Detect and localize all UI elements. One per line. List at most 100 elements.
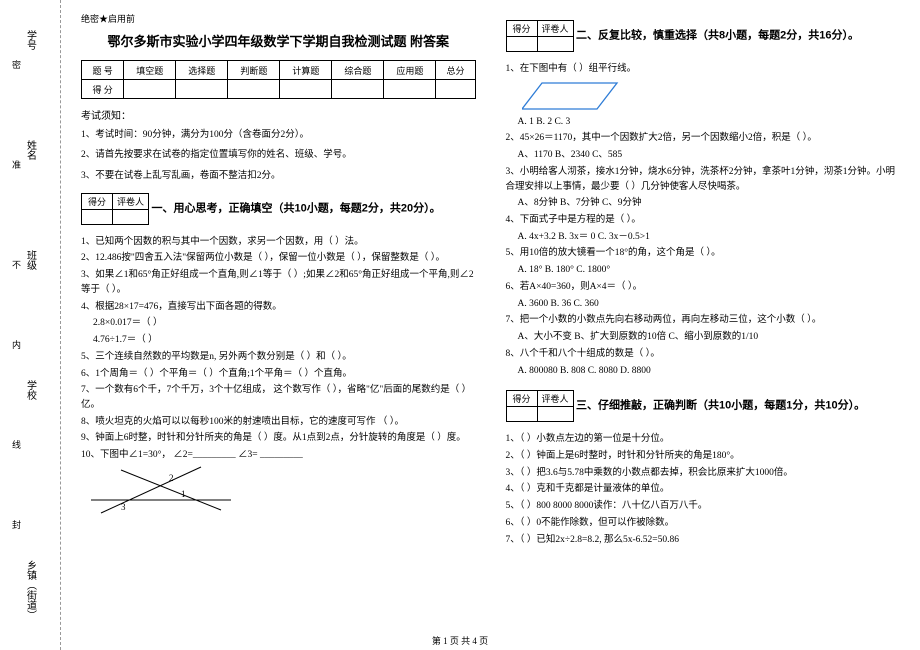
- gutter-char: 线: [10, 440, 23, 449]
- svg-text:1: 1: [181, 489, 186, 499]
- notice-item: 1、考试时间：90分钟，满分为100分（含卷面分2分）。: [81, 128, 476, 142]
- question: 6、1个周角＝（ ）个平角＝（ ）个直角;1个平角＝（ ）个直角。: [81, 367, 476, 382]
- options: A、大小不变 B、扩大到原数的10倍 C、缩小到原数的1/10: [506, 330, 901, 345]
- section-heading: 三、仔细推敲，正确判断（共10小题，每题1分，共10分）。: [576, 400, 865, 412]
- gutter-char: 密: [10, 60, 23, 69]
- scorer-label: 得分: [506, 391, 537, 407]
- exam-title: 鄂尔多斯市实验小学四年级数学下学期自我检测试题 附答案: [81, 31, 476, 50]
- scorer-label: 评卷人: [537, 21, 573, 37]
- question: 1、在下图中有（ ）组平行线。: [506, 62, 901, 77]
- section-heading: 二、反复比较，慎重选择（共8小题，每题2分，共16分）。: [576, 29, 859, 41]
- question: 5、（ ）800 8000 8000读作：八十亿八百万八千。: [506, 499, 901, 514]
- question-sub: 4.76÷1.7＝（ ）: [81, 333, 476, 348]
- td: [228, 80, 280, 99]
- svg-text:2: 2: [169, 473, 174, 483]
- question: 3、小明给客人沏茶，接水1分钟，烧水6分钟，洗茶杯2分钟，拿茶叶1分钟，沏茶1分…: [506, 165, 901, 194]
- gutter-char: 准: [10, 160, 23, 169]
- scorer-blank: [537, 37, 573, 52]
- options: A、1170 B、2340 C、585: [506, 148, 901, 163]
- gutter-char: 内: [10, 340, 23, 349]
- question: 9、钟面上6时整，时针和分针所夹的角是（ ）度。从1点到2点，分针旋转的角度是（…: [81, 431, 476, 446]
- scorer-blank: [506, 37, 537, 52]
- page-footer: 第 1 页 共 4 页: [0, 634, 920, 647]
- scorer-label: 得分: [82, 193, 113, 209]
- th: 计算题: [280, 61, 332, 80]
- options: A. 800080 B. 808 C. 8080 D. 8800: [506, 364, 901, 379]
- binding-label: 学校: [23, 380, 38, 400]
- question: 1、（ ）小数点左边的第一位是十分位。: [506, 432, 901, 447]
- question: 6、（ ）0不能作除数，但可以作被除数。: [506, 516, 901, 531]
- td: [176, 80, 228, 99]
- question-sub: 2.8×0.017＝（ ）: [81, 316, 476, 331]
- question: 2、12.486按"四舍五入法"保留两位小数是（ ），保留一位小数是（ ），保留…: [81, 251, 476, 266]
- scorer-label: 评卷人: [113, 193, 149, 209]
- td: [280, 80, 332, 99]
- question: 8、喷火坦克的火焰可以以每秒100米的射速喷出目标，它的速度可写作 （ ）。: [81, 415, 476, 430]
- question: 1、已知两个因数的积与其中一个因数，求另一个因数，用（ ）法。: [81, 235, 476, 250]
- binding-label: 姓名: [23, 140, 38, 160]
- svg-text:3: 3: [121, 502, 126, 512]
- scorer-blank: [537, 407, 573, 422]
- binding-label: 乡镇（街道）: [23, 560, 38, 620]
- options: A. 18° B. 180° C. 1800°: [506, 263, 901, 278]
- left-column: 绝密★启用前 鄂尔多斯市实验小学四年级数学下学期自我检测试题 附答案 题 号 填…: [81, 12, 476, 646]
- scorer-label: 评卷人: [537, 391, 573, 407]
- notice-heading: 考试须知：: [81, 107, 476, 122]
- question: 8、八个千和八个十组成的数是（ ）。: [506, 347, 901, 362]
- question: 5、三个连续自然数的平均数是n, 另外两个数分别是（ ）和（ ）。: [81, 350, 476, 365]
- secret-mark: 绝密★启用前: [81, 12, 476, 25]
- gutter-char: 不: [10, 260, 23, 269]
- binding-margin: 学号 姓名 班级 学校 乡镇（街道） 密 准 不 内 线 封: [0, 0, 61, 650]
- question: 3、（ ）把3.6与5.78中乘数的小数点都去掉，积会比原来扩大1000倍。: [506, 466, 901, 481]
- question: 4、根据28×17=476，直接写出下面各题的得数。: [81, 300, 476, 315]
- scorer-box: 得分 评卷人: [506, 20, 574, 52]
- question: 2、45×26＝1170，其中一个因数扩大2倍，另一个因数缩小2倍，积是（ ）。: [506, 131, 901, 146]
- question: 5、用10倍的放大镜看一个18°的角，这个角是（ ）。: [506, 246, 901, 261]
- binding-label: 班级: [23, 250, 38, 270]
- question: 7、（ ）已知2x÷2.8=8.2, 那么5x-6.52=50.86: [506, 533, 901, 548]
- th: 判断题: [228, 61, 280, 80]
- question: 2、（ ）钟面上是6时整时，时针和分针所夹的角是180°。: [506, 449, 901, 464]
- scorer-blank: [113, 209, 149, 224]
- question: 3、如果∠1和65°角正好组成一个直角,则∠1等于（ ）;如果∠2和65°角正好…: [81, 268, 476, 297]
- notice-item: 2、请首先按要求在试卷的指定位置填写你的姓名、班级、学号。: [81, 148, 476, 162]
- options: A. 1 B. 2 C. 3: [506, 115, 901, 130]
- section-2-header: 得分 评卷人 二、反复比较，慎重选择（共8小题，每题2分，共16分）。: [506, 16, 901, 56]
- score-summary-table: 题 号 填空题 选择题 判断题 计算题 综合题 应用题 总分 得 分: [81, 60, 476, 99]
- td: [436, 80, 475, 99]
- angle-figure: 3 2 1: [91, 465, 231, 515]
- question: 4、（ ）克和千克都是计量液体的单位。: [506, 482, 901, 497]
- question: 6、若A×40=360，则A×4＝（ ）。: [506, 280, 901, 295]
- td: [124, 80, 176, 99]
- options: A. 4x+3.2 B. 3x＝ 0 C. 3x－0.5>1: [506, 230, 901, 245]
- td: [384, 80, 436, 99]
- question: 7、一个数有6个千，7个千万，3个十亿组成， 这个数写作（ ），省略"亿"后面的…: [81, 383, 476, 412]
- notice-item: 3、不要在试卷上乱写乱画，卷面不整洁扣2分。: [81, 169, 476, 183]
- scorer-blank: [506, 407, 537, 422]
- gutter-char: 封: [10, 520, 23, 529]
- options: A、8分钟 B、7分钟 C、9分钟: [506, 196, 901, 211]
- td: 得 分: [82, 80, 124, 99]
- th: 应用题: [384, 61, 436, 80]
- question: 4、下面式子中是方程的是（ ）。: [506, 213, 901, 228]
- right-column: 得分 评卷人 二、反复比较，慎重选择（共8小题，每题2分，共16分）。 1、在下…: [506, 12, 901, 646]
- scorer-label: 得分: [506, 21, 537, 37]
- section-1-header: 得分 评卷人 一、用心思考，正确填空（共10小题，每题2分，共20分）。: [81, 189, 476, 229]
- question: 7、把一个小数的小数点先向右移动两位，再向左移动三位，这个小数（ ）。: [506, 313, 901, 328]
- scorer-box: 得分 评卷人: [506, 390, 574, 422]
- section-3-header: 得分 评卷人 三、仔细推敲，正确判断（共10小题，每题1分，共10分）。: [506, 386, 901, 426]
- td: [332, 80, 384, 99]
- th: 总分: [436, 61, 475, 80]
- scorer-box: 得分 评卷人: [81, 193, 149, 225]
- scorer-blank: [82, 209, 113, 224]
- th: 填空题: [124, 61, 176, 80]
- th: 综合题: [332, 61, 384, 80]
- parallelogram-figure: [522, 79, 622, 113]
- section-heading: 一、用心思考，正确填空（共10小题，每题2分，共20分）。: [152, 202, 441, 214]
- th: 题 号: [82, 61, 124, 80]
- binding-label: 学号: [23, 30, 38, 50]
- question: 10、下图中∠1=30°， ∠2=_________ ∠3= _________: [81, 448, 476, 463]
- options: A. 3600 B. 36 C. 360: [506, 297, 901, 312]
- th: 选择题: [176, 61, 228, 80]
- content-area: 绝密★启用前 鄂尔多斯市实验小学四年级数学下学期自我检测试题 附答案 题 号 填…: [61, 0, 920, 650]
